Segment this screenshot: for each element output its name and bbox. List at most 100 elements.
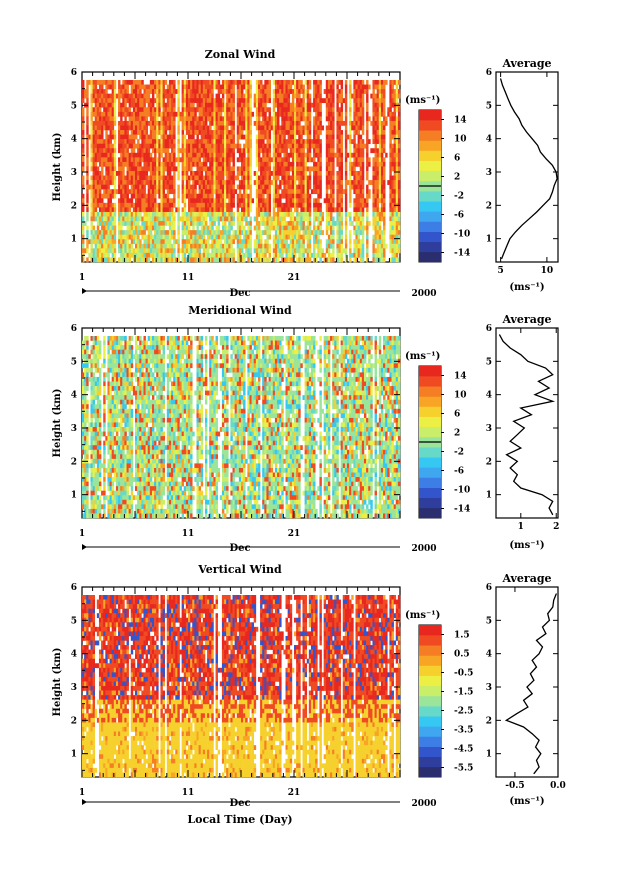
zonal-wind-heatmap-cell xyxy=(362,217,364,222)
zonal-wind-heatmap-cell xyxy=(209,166,211,171)
zonal-wind-heatmap-cell xyxy=(163,89,165,94)
zonal-wind-heatmap-cell xyxy=(381,85,383,90)
zonal-wind-heatmap-cell xyxy=(256,112,258,117)
zonal-wind-heatmap-cell xyxy=(277,144,279,149)
zonal-wind-heatmap-cell xyxy=(141,176,143,181)
zonal-wind-heatmap-cell xyxy=(332,94,334,99)
zonal-wind-heatmap-cell xyxy=(167,189,169,194)
zonal-wind-heatmap-cell xyxy=(105,94,107,99)
zonal-wind-heatmap-cell xyxy=(213,244,215,249)
zonal-wind-heatmap-cell xyxy=(211,98,213,103)
zonal-wind-heatmap-cell xyxy=(152,162,154,167)
zonal-wind-heatmap-cell xyxy=(362,148,364,153)
zonal-wind-heatmap-cell xyxy=(360,198,362,203)
zonal-wind-heatmap-cell xyxy=(260,212,262,217)
zonal-wind-heatmap-cell xyxy=(302,207,304,212)
zonal-wind-heatmap-cell xyxy=(392,89,394,94)
zonal-wind-heatmap-cell xyxy=(326,139,328,144)
zonal-wind-heatmap-cell xyxy=(366,144,368,149)
zonal-wind-heatmap-cell xyxy=(129,207,131,212)
zonal-wind-heatmap-cell xyxy=(366,212,368,217)
zonal-wind-heatmap-cell xyxy=(341,226,343,231)
zonal-wind-heatmap-cell xyxy=(389,98,391,103)
zonal-wind-heatmap-cell xyxy=(353,203,355,208)
zonal-wind-heatmap-cell xyxy=(169,212,171,217)
zonal-wind-heatmap-cell xyxy=(298,194,300,199)
zonal-wind-heatmap-cell xyxy=(273,148,275,153)
zonal-wind-heatmap-cell xyxy=(353,239,355,244)
zonal-wind-heatmap-cell xyxy=(383,112,385,117)
zonal-wind-heatmap-cell xyxy=(120,207,122,212)
zonal-wind-heatmap-cell xyxy=(226,144,228,149)
zonal-wind-heatmap-cell xyxy=(394,248,396,253)
zonal-wind-heatmap-cell xyxy=(124,157,126,162)
zonal-wind-heatmap-cell xyxy=(372,221,374,226)
zonal-wind-heatmap-cell xyxy=(216,157,218,162)
zonal-wind-heatmap-cell xyxy=(254,98,256,103)
zonal-wind-heatmap-cell xyxy=(209,103,211,108)
zonal-wind-heatmap-cell xyxy=(273,107,275,112)
zonal-wind-heatmap-cell xyxy=(275,98,277,103)
zonal-wind-heatmap-cell xyxy=(372,80,374,85)
zonal-wind-heatmap-cell xyxy=(296,226,298,231)
zonal-wind-heatmap-cell xyxy=(294,166,296,171)
zonal-wind-heatmap-cell xyxy=(152,226,154,231)
zonal-wind-heatmap-cell xyxy=(160,248,162,253)
zonal-wind-heatmap-cell xyxy=(326,130,328,135)
zonal-wind-heatmap-cell xyxy=(383,194,385,199)
zonal-wind-heatmap-cell xyxy=(213,171,215,176)
zonal-wind-heatmap-cell xyxy=(205,221,207,226)
zonal-wind-heatmap-cell xyxy=(326,107,328,112)
zonal-wind-heatmap-cell xyxy=(336,94,338,99)
zonal-wind-heatmap-cell xyxy=(302,212,304,217)
zonal-wind-heatmap-cell xyxy=(307,212,309,217)
zonal-wind-heatmap-cell xyxy=(160,135,162,140)
zonal-wind-heatmap-cell xyxy=(379,139,381,144)
zonal-wind-heatmap-cell xyxy=(355,153,357,158)
zonal-wind-heatmap-cell xyxy=(101,166,103,171)
zonal-wind-heatmap-cell xyxy=(379,217,381,222)
zonal-wind-heatmap-cell xyxy=(366,198,368,203)
zonal-wind-heatmap-cell xyxy=(271,121,273,126)
zonal-wind-heatmap-cell xyxy=(112,207,114,212)
zonal-wind-heatmap-cell xyxy=(95,253,97,258)
zonal-wind-heatmap-cell xyxy=(379,121,381,126)
zonal-wind-heatmap-cell xyxy=(112,239,114,244)
zonal-wind-heatmap-cell xyxy=(122,203,124,208)
zonal-wind-heatmap-cell xyxy=(216,198,218,203)
zonal-wind-heatmap-cell xyxy=(86,257,88,262)
zonal-wind-heatmap-cell xyxy=(322,126,324,131)
zonal-wind-heatmap-cell xyxy=(211,94,213,99)
zonal-wind-heatmap-cell xyxy=(133,135,135,140)
zonal-wind-heatmap-cell xyxy=(156,116,158,121)
zonal-wind-heatmap-cell xyxy=(213,162,215,167)
zonal-wind-heatmap-cell xyxy=(394,94,396,99)
zonal-wind-heatmap-cell xyxy=(307,112,309,117)
zonal-wind-heatmap-cell xyxy=(228,212,230,217)
zonal-wind-heatmap-cell xyxy=(196,157,198,162)
zonal-wind-heatmap-cell xyxy=(220,135,222,140)
zonal-wind-heatmap-cell xyxy=(283,85,285,90)
zonal-wind-heatmap-cell xyxy=(135,121,137,126)
zonal-wind-heatmap-cell xyxy=(336,85,338,90)
zonal-wind-heatmap-cell xyxy=(241,107,243,112)
zonal-wind-heatmap-cell xyxy=(317,116,319,121)
zonal-wind-heatmap-cell xyxy=(107,162,109,167)
zonal-wind-heatmap-cell xyxy=(152,212,154,217)
zonal-wind-heatmap-cell xyxy=(141,144,143,149)
zonal-wind-heatmap-cell xyxy=(90,135,92,140)
zonal-wind-heatmap-cell xyxy=(233,198,235,203)
zonal-wind-heatmap-cell xyxy=(146,166,148,171)
zonal-wind-heatmap-cell xyxy=(190,176,192,181)
zonal-wind-heatmap-cell xyxy=(362,139,364,144)
zonal-wind-heatmap-cell xyxy=(110,112,112,117)
zonal-wind-heatmap-cell xyxy=(389,248,391,253)
zonal-wind-heatmap-cell xyxy=(375,94,377,99)
zonal-wind-heatmap-cell xyxy=(230,166,232,171)
zonal-wind-heatmap-cell xyxy=(177,235,179,240)
zonal-wind-heatmap-cell xyxy=(275,130,277,135)
zonal-wind-heatmap-cell xyxy=(211,121,213,126)
zonal-wind-heatmap-cell xyxy=(186,85,188,90)
zonal-wind-heatmap-cell xyxy=(213,112,215,117)
zonal-wind-heatmap-cell xyxy=(184,94,186,99)
